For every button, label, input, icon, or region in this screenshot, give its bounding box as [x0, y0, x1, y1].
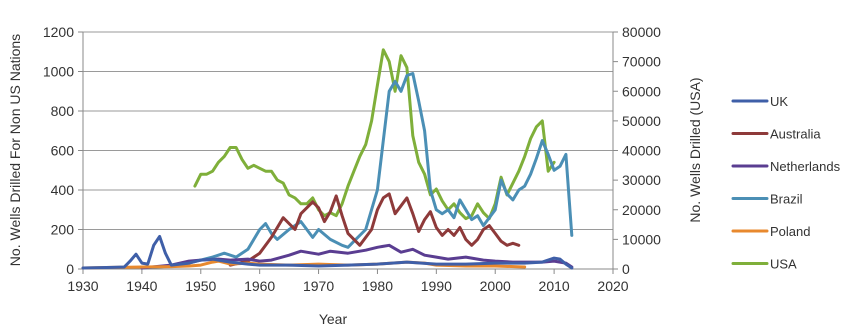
left-y-tick-label: 1000 [43, 64, 74, 80]
legend: UK Australia Netherlands Brazil Poland USA [731, 94, 841, 272]
right-y-tick-label: 0 [622, 261, 630, 277]
right-y-tick-label: 80000 [622, 24, 661, 40]
left-y-axis-title: No. Wells Drilled For Non US Nations [7, 34, 23, 266]
x-axis-title: Year [319, 311, 348, 327]
left-y-tick-label: 600 [51, 143, 75, 159]
x-tick-label: 2000 [480, 278, 511, 294]
right-y-tick-label: 60000 [622, 83, 661, 99]
legend-label-netherlands: Netherlands [770, 159, 841, 174]
series-lines [81, 48, 574, 270]
right-y-tick-label: 50000 [622, 113, 661, 129]
gridlines [83, 31, 613, 230]
right-y-tick-label: 20000 [622, 202, 661, 218]
left-y-tick-label: 400 [51, 182, 75, 198]
axes: 1930 1940 1950 1960 1970 1980 1990 2000 2010 2020… [43, 24, 661, 294]
x-tick-label: 1940 [126, 278, 157, 294]
x-tick-label: 1930 [67, 278, 98, 294]
right-y-tick-label: 40000 [622, 143, 661, 159]
x-tick-label: 1960 [244, 278, 275, 294]
legend-label-brazil: Brazil [770, 192, 803, 207]
left-y-tick-label: 800 [51, 103, 75, 119]
x-tick-label: 1990 [421, 278, 452, 294]
series-line-australia [228, 192, 521, 267]
right-y-tick-label: 30000 [622, 172, 661, 188]
right-y-tick-label: 70000 [622, 54, 661, 70]
x-tick-label: 1970 [303, 278, 334, 294]
series-line-uk [81, 234, 574, 270]
right-y-tick-label: 10000 [622, 231, 661, 247]
legend-label-usa: USA [770, 257, 797, 272]
series-line-brazil [140, 72, 574, 270]
x-tick-label: 1950 [185, 278, 216, 294]
legend-label-australia: Australia [770, 127, 821, 142]
left-y-tick-label: 1200 [43, 24, 74, 40]
x-tick-label: 2020 [597, 278, 628, 294]
legend-label-poland: Poland [770, 224, 810, 239]
right-y-axis-title: No. Wells Drilled (USA) [687, 77, 703, 222]
left-y-tick-label: 0 [66, 261, 74, 277]
x-tick-label: 2010 [539, 278, 570, 294]
x-tick-label: 1980 [362, 278, 393, 294]
series-line-usa [193, 48, 556, 221]
left-y-tick-label: 200 [51, 222, 75, 238]
legend-label-uk: UK [770, 94, 788, 109]
